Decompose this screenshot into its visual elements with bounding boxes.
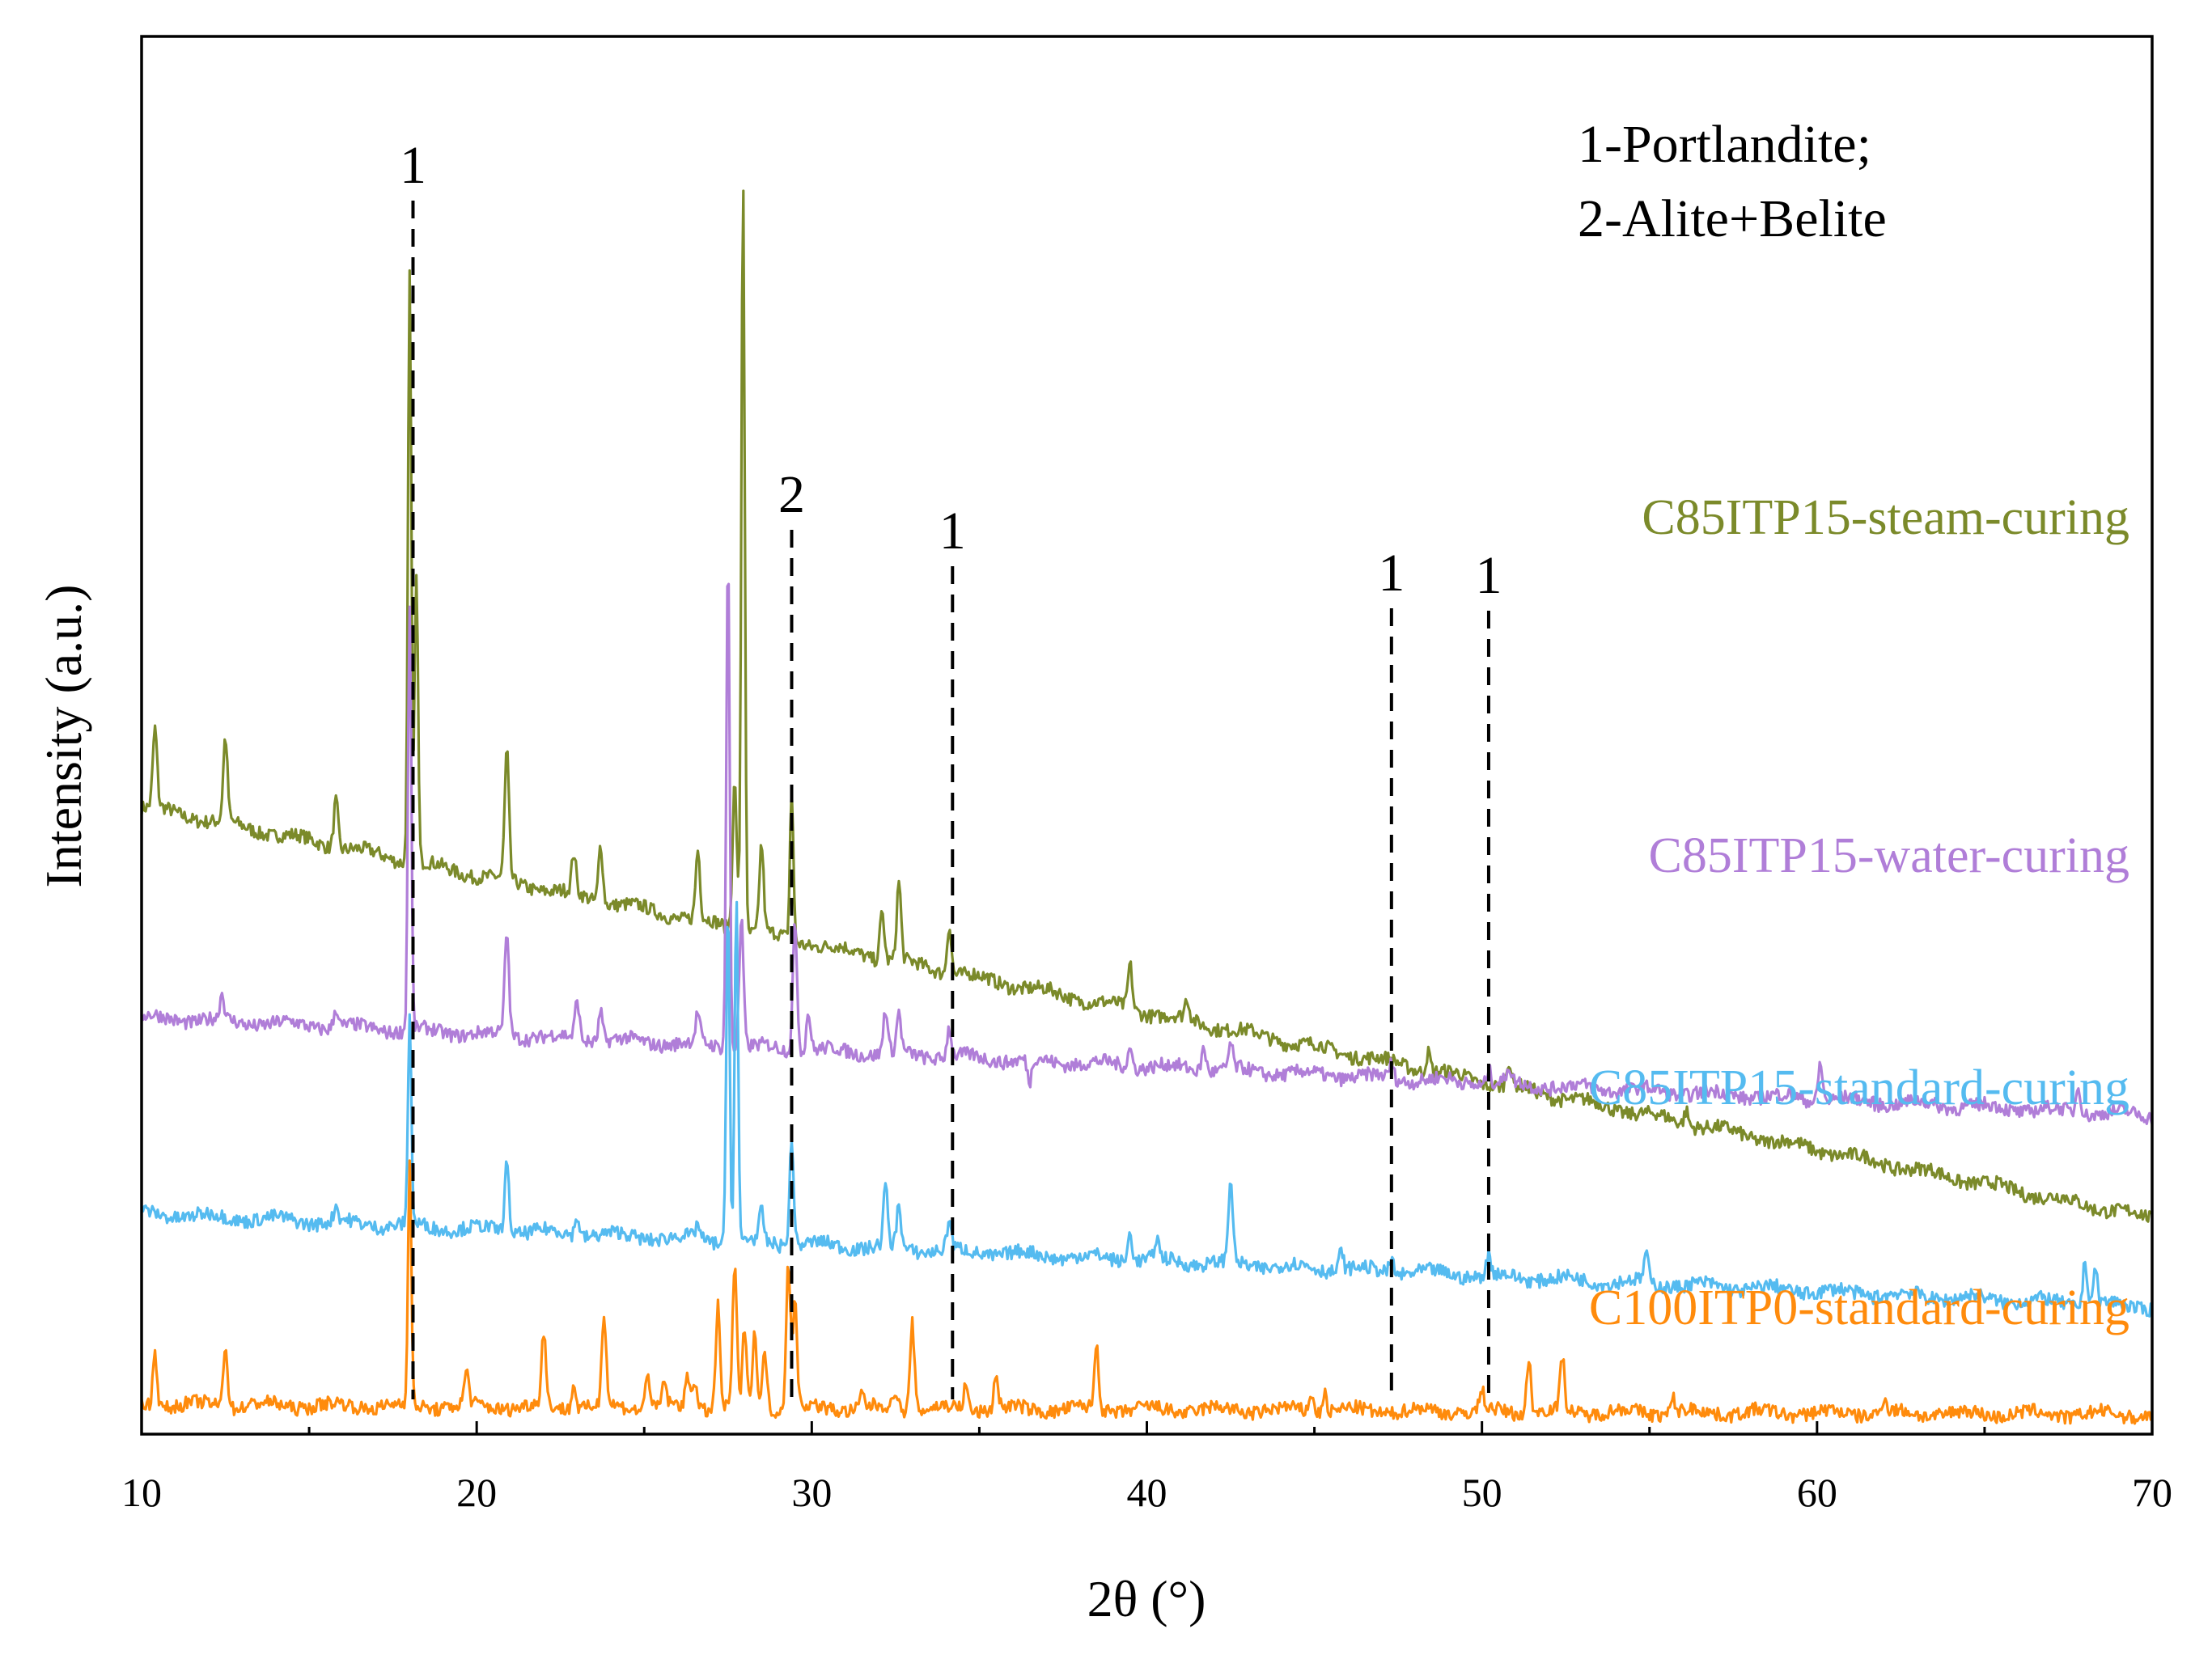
x-tick-label-10: 10: [121, 1470, 162, 1515]
x-tick-label-60: 60: [1797, 1470, 1837, 1515]
series-line-c85itp15-standard-curing: [141, 900, 2154, 1318]
x-axis-label: 2θ (°): [1087, 1570, 1206, 1627]
x-axis: 10 20 30 40 50 60 70: [121, 1421, 2172, 1515]
legend-line-alite-belite: 2-Alite+Belite: [1578, 189, 1887, 248]
series-label-c85itp15-steam-curing: C85ITP15-steam-curing: [1642, 490, 2129, 545]
x-tick-label-30: 30: [791, 1470, 832, 1515]
x-tick-label-40: 40: [1127, 1470, 1167, 1515]
reference-label-3: 1: [1378, 544, 1405, 603]
series-label-c85itp15-water-curing: C85ITP15-water-curing: [1649, 828, 2129, 883]
x-tick-label-70: 70: [2132, 1470, 2172, 1515]
series-layer: [140, 189, 2154, 1425]
series-line-c85itp15-water-curing: [140, 582, 2154, 1126]
reference-label-1: 2: [778, 465, 805, 524]
series-line-c85itp15-steam-curing: [140, 189, 2153, 1223]
series-label-c100itp0-standard-curing: C100ITP0-standard-curing: [1589, 1280, 2129, 1335]
x-tick-label-20: 20: [456, 1470, 497, 1515]
reference-label-4: 1: [1475, 546, 1502, 605]
series-label-c85itp15-standard-curing: C85ITP15-standard-curing: [1589, 1060, 2129, 1115]
reference-label-0: 1: [400, 136, 426, 195]
x-tick-label-50: 50: [1462, 1470, 1502, 1515]
reference-lines: 1 2 1 1 1: [400, 136, 1502, 1399]
reference-label-2: 1: [939, 502, 966, 561]
legend-line-portlandite: 1-Portlandite;: [1578, 115, 1871, 174]
y-axis-label: Intensity (a.u.): [35, 585, 92, 888]
series-line-c100itp0-standard-curing: [140, 1159, 2154, 1425]
